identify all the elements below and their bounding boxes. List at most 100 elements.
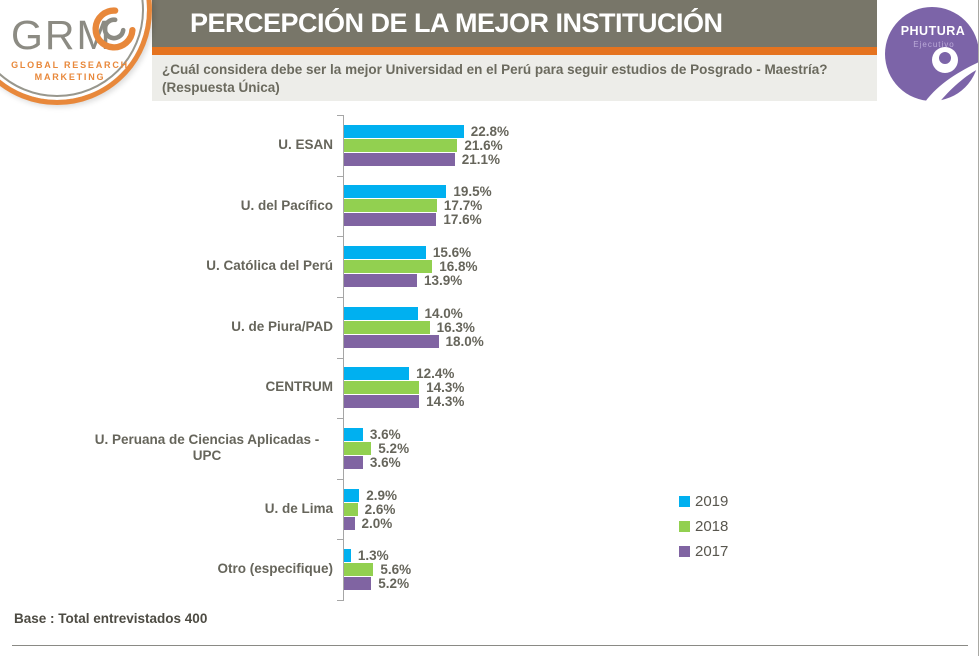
chart-row: Otro (especifique) 1.3% 5.6% 5.2% [0,539,980,600]
legend-item-2019: 2019 [679,489,728,514]
category-label-cell: CENTRUM [0,379,334,396]
category-label-cell: U. Católica del Perú [0,258,333,275]
axis-tick [337,296,343,298]
bar-value-label: 5.2% [378,576,410,592]
legend-label: 2017 [695,543,729,560]
chart-row: CENTRUM 12.4% 14.3% 14.3% [0,358,980,419]
category-label-cell: U. de Piura/PAD [0,319,333,336]
bar-2018 [344,563,374,577]
axis-tick [337,175,343,177]
category-label: Otro (especifique) [217,561,333,577]
bar-value-label: 17.6% [443,212,482,228]
legend-item-2017: 2017 [679,539,728,564]
bar-2018 [344,260,433,274]
bar-2018 [344,381,420,395]
category-label-cell: U. Peruana de Ciencias Aplicadas - UPC [0,432,333,466]
bar-value-label: 5.6% [380,562,412,578]
bar-group: 22.8% 21.6% 21.1% [344,125,509,166]
bar-group: 15.6% 16.8% 13.9% [344,246,477,287]
bar-2019 [344,185,447,199]
bar-chart-rows: U. ESAN 22.8% 21.6% 21.1% U. del Pacífico 19.… [0,115,980,600]
axis-tick [337,236,343,238]
chart-row: U. Católica del Perú 15.6% 16.8% 13.9% [0,236,980,297]
chart-row: U. del Pacífico 19.5% 17.7% 17.6% [0,176,980,237]
bar-value-label: 3.6% [369,454,401,470]
chart-row: U. de Lima 2.9% 2.6% 2.0% [0,479,980,540]
bar-group: 19.5% 17.7% 17.6% [344,184,492,228]
phutura-logo: PHUTURA Ejecutivo [885,7,980,104]
legend-swatch [679,521,690,532]
bar-line: 3.6% [344,428,409,441]
legend-item-2018: 2018 [679,514,728,539]
bar-value-label: 19.5% [453,184,492,200]
bar-value-label: 14.3% [426,394,465,410]
bar-line: 16.8% [344,260,477,273]
bar-2017 [344,577,372,591]
bar-value-label: 18.0% [445,333,484,349]
bar-group: 1.3% 5.6% 5.2% [344,549,411,590]
bar-line: 2.6% [344,502,397,516]
category-label: U. del Pacífico [240,197,333,213]
axis-tick [337,539,343,541]
axis-tick [337,115,343,116]
category-label-cell: U. ESAN [0,137,333,154]
category-label: U. de Piura/PAD [231,318,333,334]
bar-2018 [344,320,430,334]
bar-line: 21.6% [344,139,509,152]
accent-strip [152,47,877,55]
bar-2018 [344,502,358,516]
phutura-logo-subtitle: Ejecutivo [913,40,954,49]
legend-label: 2019 [695,493,729,510]
bar-line: 22.8% [344,125,509,138]
bar-2019 [344,306,418,320]
bar-group: 12.4% 14.3% 14.3% [344,366,465,410]
bar-line: 2.0% [344,515,397,531]
grm-logo: GRM GLOBAL RESEARCH MARKETING [0,0,152,105]
bar-line: 14.3% [344,394,465,410]
axis-tick [337,418,343,420]
bar-value-label: 21.1% [461,151,501,167]
axis-ticks [337,115,343,601]
right-rule [978,0,979,656]
category-label: U. Peruana de Ciencias Aplicadas - UPC [94,431,320,464]
bar-2017 [344,455,363,469]
category-label-cell: Otro (especifique) [0,561,333,578]
axis-tick [337,600,343,601]
chart-legend: 2019 2018 2017 [679,489,728,564]
grm-tagline-line1: GLOBAL RESEARCH [11,60,129,70]
survey-question: ¿Cuál considera debe ser la mejor Univer… [162,62,828,96]
bar-line: 12.4% [344,366,464,382]
bar-line: 13.9% [344,274,477,287]
bar-chart: U. ESAN 22.8% 21.6% 21.1% U. del Pacífico 19.… [0,115,980,600]
bar-line: 17.7% [344,199,492,213]
bar-2018 [344,199,437,213]
bar-2017 [344,516,355,530]
bar-value-label: 12.4% [416,366,455,382]
category-label-cell: U. de Lima [0,501,333,518]
bar-value-label: 21.6% [464,137,503,153]
bar-value-label: 2.0% [361,515,393,531]
bar-value-label: 16.8% [439,259,478,275]
bar-line: 15.6% [344,246,477,259]
bar-line: 3.6% [344,456,409,469]
bar-line: 5.6% [344,563,411,576]
bar-value-label: 13.9% [423,273,463,289]
grm-tagline-line2: MARKETING [34,72,106,83]
bar-group: 14.0% 16.3% 18.0% [344,305,484,349]
bar-2019 [344,367,410,381]
bar-value-label: 14.0% [424,305,463,321]
legend-swatch [679,496,690,507]
axis-tick [337,357,343,359]
bar-2019 [344,427,363,441]
bar-2019 [344,488,360,502]
page-title: PERCEPCIÓN DE LA MEJOR INSTITUCIÓN [190,8,723,38]
bar-2019 [344,549,351,563]
bar-line: 14.0% [344,305,484,321]
bar-2017 [344,152,455,166]
bar-value-label: 15.6% [432,245,472,261]
bar-2019 [344,124,464,138]
question-box: ¿Cuál considera debe ser la mejor Univer… [152,55,877,101]
category-label: U. de Lima [264,500,333,516]
bar-value-label: 5.2% [378,440,410,456]
bar-line: 5.2% [344,442,409,455]
